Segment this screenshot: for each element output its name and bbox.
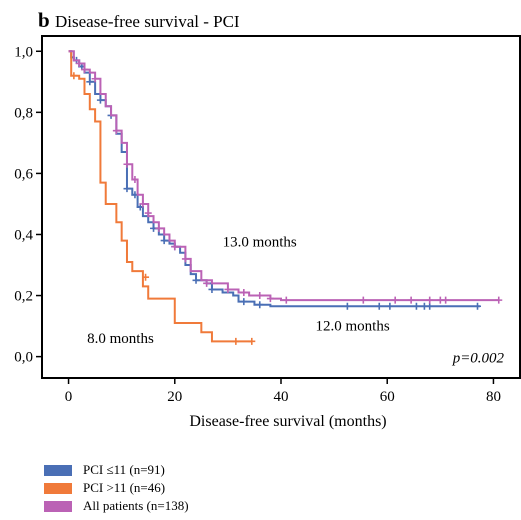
- y-tick-label: 0,4: [14, 227, 33, 243]
- legend-item: PCI ≤11 (n=91): [44, 461, 189, 479]
- censor-mark: [139, 200, 147, 208]
- plot-frame: [41, 35, 521, 379]
- median-label: 13.0 months: [223, 235, 297, 251]
- chart-title: Disease-free survival - PCI: [55, 12, 240, 31]
- censor-mark: [359, 296, 367, 304]
- legend-swatch-pci-low: [44, 464, 72, 476]
- y-tick-label: 0,0: [14, 350, 33, 366]
- censor-mark: [112, 127, 120, 135]
- annotation-layer: 13.0 months 12.0 months 8.0 months p=0.002: [87, 235, 504, 367]
- legend-swatch-pci-high: [44, 482, 72, 494]
- median-label: 8.0 months: [87, 331, 154, 347]
- censor-mark: [386, 302, 394, 310]
- censor-mark: [442, 296, 450, 304]
- legend: PCI ≤11 (n=91) PCI >11 (n=46) All patien…: [44, 461, 189, 515]
- y-tick-label: 0,6: [14, 166, 33, 182]
- censor-mark: [70, 72, 78, 80]
- censor-mark: [256, 292, 264, 300]
- censor-mark: [375, 302, 383, 310]
- censor-mark: [426, 302, 434, 310]
- legend-item: All patients (n=138): [44, 497, 189, 515]
- censor-mark: [80, 66, 88, 74]
- x-axis: 0 20 40 60 80: [65, 378, 501, 405]
- censor-mark: [282, 296, 290, 304]
- x-tick-label: 40: [274, 389, 289, 405]
- censor-mark: [407, 296, 415, 304]
- x-tick-label: 0: [65, 389, 73, 405]
- censor-mark: [203, 279, 211, 287]
- x-axis-label: Disease-free survival (months): [189, 413, 386, 430]
- censor-mark: [391, 296, 399, 304]
- censor-mark: [266, 295, 274, 303]
- y-tick-label: 1,0: [14, 44, 33, 60]
- censor-mark: [256, 301, 264, 309]
- censor-mark: [495, 296, 503, 304]
- censor-mark: [181, 255, 189, 263]
- censor-mark: [426, 296, 434, 304]
- survival-chart: b Disease-free survival - PCI 0,00,20,40…: [14, 8, 521, 430]
- y-tick-label: 0,8: [14, 105, 33, 121]
- censor-mark: [155, 224, 163, 232]
- panel-label: b: [38, 8, 50, 32]
- censor-mark: [131, 176, 139, 184]
- legend-label: PCI >11 (n=46): [83, 480, 166, 495]
- censor-mark: [171, 243, 179, 251]
- censor-mark: [240, 298, 248, 306]
- censor-mark: [224, 285, 232, 293]
- censor-mark: [412, 302, 420, 310]
- y-axis: 0,0 0,2 0,4 0,6 0,8 1,0: [14, 44, 42, 366]
- p-value-label: p=0.002: [452, 351, 505, 367]
- censor-mark: [160, 237, 168, 245]
- censor-mark: [208, 285, 216, 293]
- censor-mark: [123, 185, 131, 193]
- censor-mark: [248, 337, 256, 345]
- censor-mark: [142, 273, 150, 281]
- survival-curve: [68, 50, 481, 308]
- survival-curve: [68, 50, 252, 343]
- censor-mark: [144, 209, 152, 217]
- median-label: 12.0 months: [316, 319, 390, 335]
- x-tick-label: 60: [380, 389, 395, 405]
- legend-label: PCI ≤11 (n=91): [83, 462, 165, 477]
- y-tick-label: 0,2: [14, 289, 33, 305]
- censor-mark: [474, 302, 482, 310]
- censor-mark: [86, 78, 94, 86]
- censor-mark: [192, 276, 200, 284]
- legend-item: PCI >11 (n=46): [44, 479, 189, 497]
- x-tick-label: 80: [486, 389, 501, 405]
- censor-mark: [232, 337, 240, 345]
- censor-mark: [343, 302, 351, 310]
- censor-mark: [123, 160, 131, 168]
- x-tick-label: 20: [167, 389, 182, 405]
- censor-mark: [91, 75, 99, 83]
- censor-mark: [240, 289, 248, 296]
- legend-swatch-all: [44, 500, 72, 512]
- legend-label: All patients (n=138): [83, 498, 189, 513]
- censor-mark: [96, 96, 104, 104]
- series-layer: [68, 50, 503, 345]
- censor-mark: [75, 59, 83, 67]
